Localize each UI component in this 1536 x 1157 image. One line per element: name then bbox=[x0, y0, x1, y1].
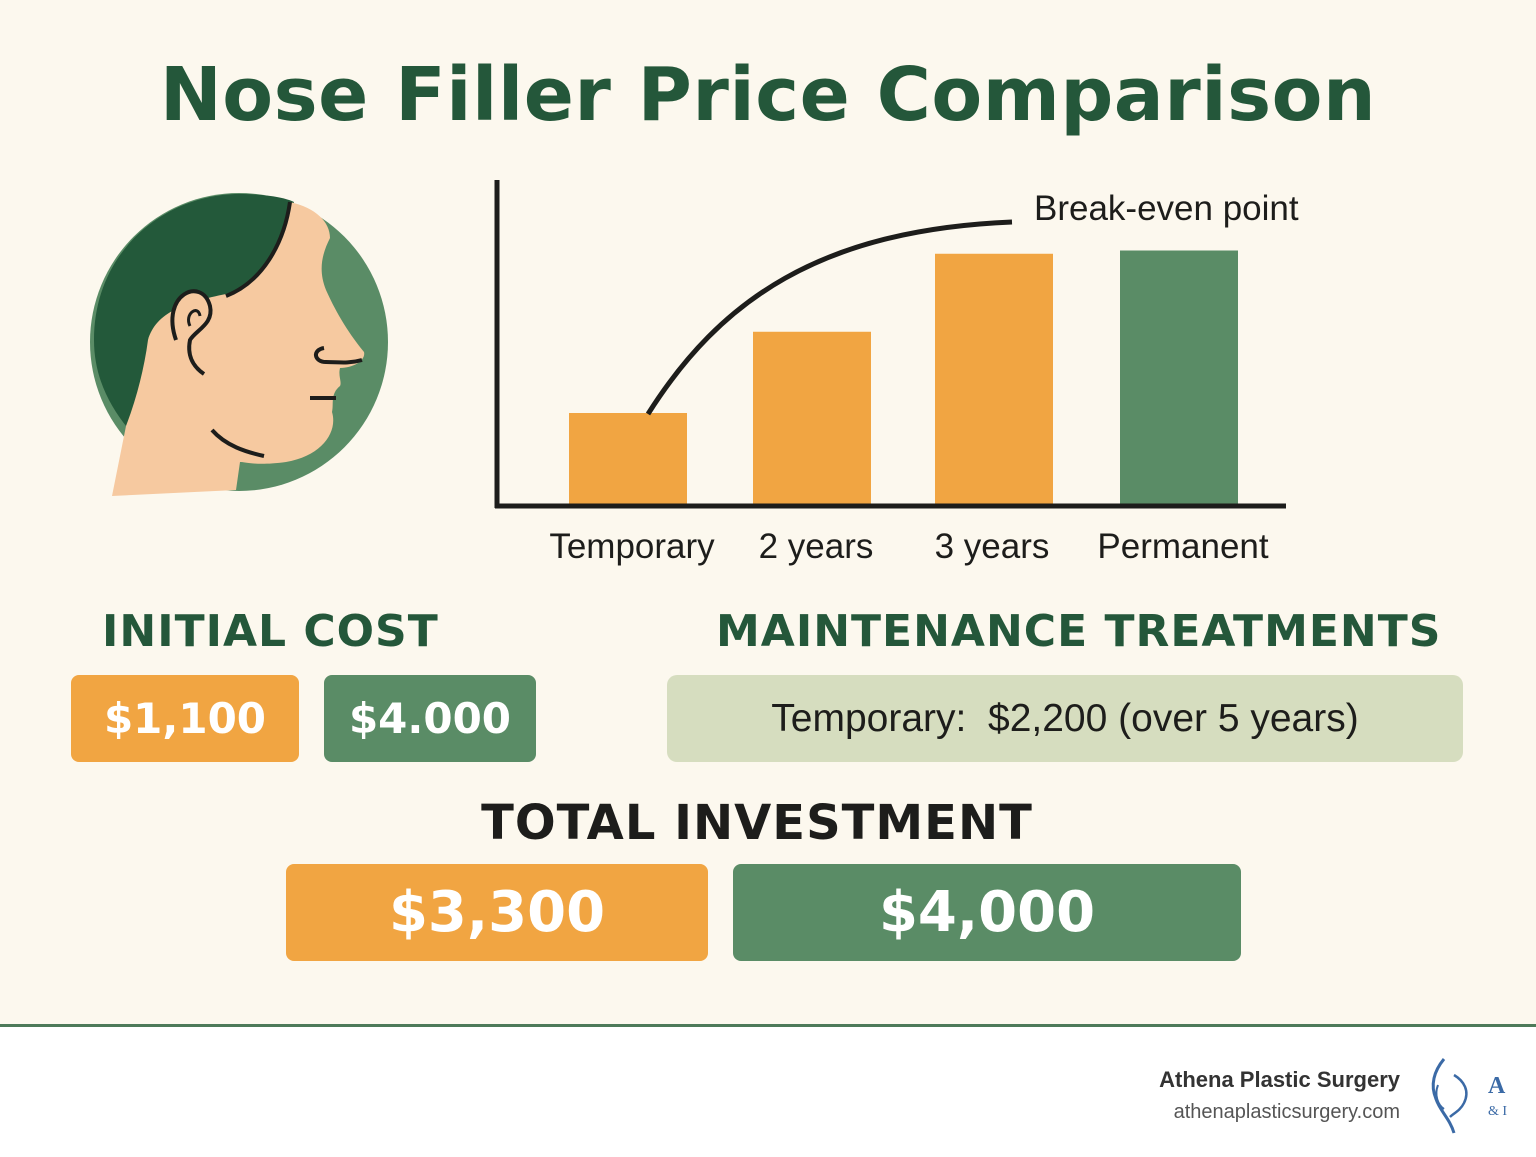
logo-letter: A bbox=[1488, 1073, 1506, 1099]
initial-cost-temporary: $1,100 bbox=[71, 675, 299, 762]
x-tick-label: Permanent bbox=[1097, 527, 1268, 566]
maintenance-box: Temporary: $2,200 (over 5 years) bbox=[667, 675, 1463, 762]
break-even-curve bbox=[645, 219, 1013, 416]
total-investment-label: TOTAL INVESTMENT bbox=[481, 795, 1033, 851]
bar-temporary bbox=[569, 413, 687, 504]
page-title: Nose Filler Price Comparison bbox=[159, 52, 1377, 138]
chart: Break-even point Temporary 2 years 3 years… bbox=[494, 180, 1299, 566]
total-investment-permanent: $4,000 bbox=[733, 864, 1241, 961]
logo-sub: & I bbox=[1488, 1104, 1507, 1119]
x-tick-label: 2 years bbox=[759, 527, 874, 566]
maintenance-label: MAINTENANCE TREATMENTS bbox=[716, 606, 1442, 657]
maintenance-prefix: Temporary: bbox=[771, 696, 967, 740]
bar-2-years bbox=[753, 331, 871, 504]
brand-name: Athena Plastic Surgery bbox=[1159, 1067, 1400, 1092]
athena-logo-icon: A & I bbox=[1431, 1058, 1507, 1134]
bar-3-years bbox=[935, 253, 1053, 504]
x-tick-label: 3 years bbox=[935, 527, 1050, 566]
maintenance-value: $2,200 (over 5 years) bbox=[988, 696, 1359, 740]
bar-permanent bbox=[1120, 250, 1238, 504]
break-even-annotation: Break-even point bbox=[1034, 189, 1299, 228]
x-tick-label: Temporary bbox=[549, 527, 715, 566]
total-investment-temporary: $3,300 bbox=[286, 864, 708, 961]
initial-cost-permanent: $4.000 bbox=[324, 675, 536, 762]
head-profile-icon bbox=[90, 193, 388, 496]
footer: Athena Plastic Surgery athenaplasticsurg… bbox=[0, 1024, 1536, 1157]
brand-url: athenaplasticsurgery.com bbox=[1173, 1101, 1400, 1123]
initial-cost-label: INITIAL COST bbox=[102, 606, 439, 657]
